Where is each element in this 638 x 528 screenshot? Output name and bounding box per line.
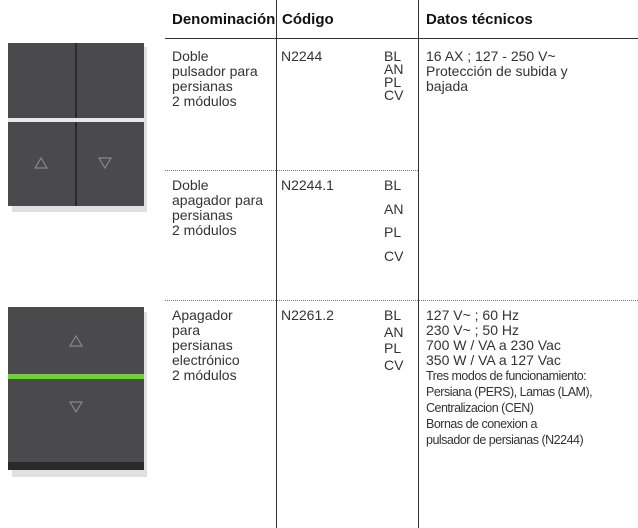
header: Datos técnicos xyxy=(426,11,533,28)
header: Código xyxy=(282,11,334,28)
color-variant: AN xyxy=(384,323,404,340)
spec: Protección de subida y xyxy=(426,63,568,79)
header: Denominación xyxy=(172,11,276,28)
row-divider xyxy=(165,300,638,301)
color-variant: CV xyxy=(384,87,404,103)
color-variant: BL xyxy=(384,307,402,323)
spec: 127 V~ ; 60 Hz xyxy=(426,307,520,323)
product-name: para xyxy=(172,322,201,338)
color-variant: AN xyxy=(384,200,404,217)
product-code: N2244 xyxy=(281,48,323,64)
column-divider xyxy=(276,0,277,528)
color-variant: BL xyxy=(384,48,402,64)
spec: Persiana (PERS), Lamas (LAM), xyxy=(426,385,593,399)
color-variant: CV xyxy=(384,247,404,264)
color-variant: PL xyxy=(384,224,402,240)
color-variant: PL xyxy=(384,340,402,356)
color-variant: BL xyxy=(384,177,402,193)
product-name: pulsador para xyxy=(172,63,258,79)
product-name: Doble xyxy=(172,48,209,64)
color-variant: PL xyxy=(384,74,402,90)
product-name: electrónico xyxy=(172,352,240,368)
spec: 700 W / VA a 230 Vac xyxy=(426,337,561,353)
spec: 230 V~ ; 50 Hz xyxy=(426,322,520,338)
spec: Tres modos de funcionamiento: xyxy=(426,369,587,383)
row-divider xyxy=(165,170,418,171)
product-name: 2 módulos xyxy=(172,222,237,238)
product-code: N2261.2 xyxy=(281,307,334,323)
product-name: persianas xyxy=(172,337,233,353)
product-name: persianas xyxy=(172,207,233,223)
column-divider xyxy=(418,0,419,528)
product-name: 2 módulos xyxy=(172,367,237,383)
product-name: 2 módulos xyxy=(172,93,237,109)
product-code: N2244.1 xyxy=(281,177,334,193)
product-name: Apagador xyxy=(172,307,233,323)
color-variant: CV xyxy=(384,356,404,373)
product-name: Doble xyxy=(172,177,209,193)
spec: Bornas de conexion a xyxy=(426,417,537,431)
color-variant: AN xyxy=(384,61,404,77)
spec: bajada xyxy=(426,78,469,94)
spec: Centralizacion (CEN) xyxy=(426,401,534,415)
product-name: persianas xyxy=(172,78,233,94)
spec: 16 AX ; 127 - 250 V~ xyxy=(426,48,556,64)
header-rule xyxy=(165,38,638,39)
spec: pulsador de persianas (N2244) xyxy=(426,433,584,447)
spec: 350 W / VA a 127 Vac xyxy=(426,352,561,368)
product-name: apagador para xyxy=(172,192,264,208)
